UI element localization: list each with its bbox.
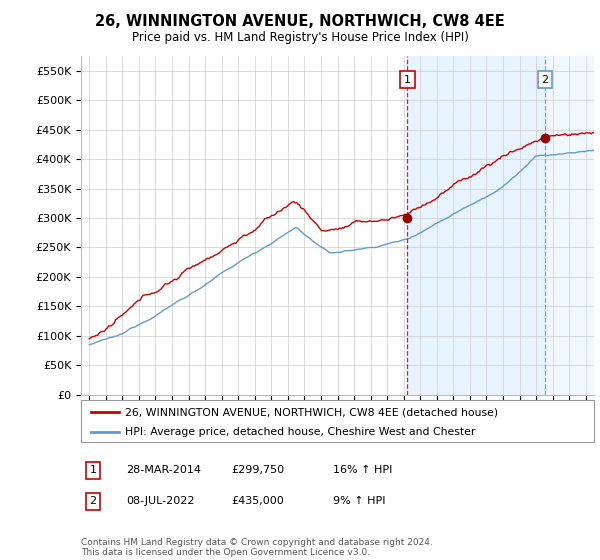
Text: 2: 2 <box>541 74 548 85</box>
Text: 9% ↑ HPI: 9% ↑ HPI <box>333 496 386 506</box>
Text: HPI: Average price, detached house, Cheshire West and Chester: HPI: Average price, detached house, Ches… <box>125 427 475 437</box>
Bar <box>545 56 594 395</box>
Text: 1: 1 <box>404 74 411 85</box>
Text: 26, WINNINGTON AVENUE, NORTHWICH, CW8 4EE: 26, WINNINGTON AVENUE, NORTHWICH, CW8 4E… <box>95 14 505 29</box>
Text: 2: 2 <box>89 496 97 506</box>
Text: £299,750: £299,750 <box>231 465 284 475</box>
Bar <box>407 56 545 395</box>
Text: 28-MAR-2014: 28-MAR-2014 <box>126 465 201 475</box>
Text: Price paid vs. HM Land Registry's House Price Index (HPI): Price paid vs. HM Land Registry's House … <box>131 31 469 44</box>
Text: Contains HM Land Registry data © Crown copyright and database right 2024.
This d: Contains HM Land Registry data © Crown c… <box>81 538 433 557</box>
Text: 16% ↑ HPI: 16% ↑ HPI <box>333 465 392 475</box>
Text: 08-JUL-2022: 08-JUL-2022 <box>126 496 194 506</box>
Text: £435,000: £435,000 <box>231 496 284 506</box>
Text: 26, WINNINGTON AVENUE, NORTHWICH, CW8 4EE (detached house): 26, WINNINGTON AVENUE, NORTHWICH, CW8 4E… <box>125 407 498 417</box>
Text: 1: 1 <box>89 465 97 475</box>
